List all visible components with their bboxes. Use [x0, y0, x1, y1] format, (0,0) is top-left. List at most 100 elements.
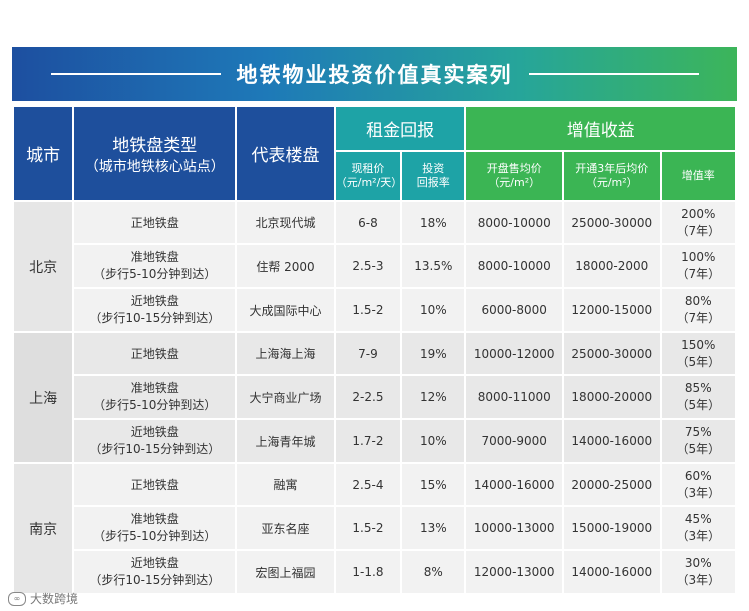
after-cell: 14000-16000 [564, 420, 660, 462]
title-banner: 地铁物业投资价值真实案列 [12, 47, 737, 101]
type-main: 近地铁盘 [130, 425, 179, 439]
rate-cell: 8% [402, 551, 465, 593]
appr-years: （5年） [676, 354, 721, 369]
project-cell: 大成国际中心 [237, 289, 334, 331]
type-cell: 近地铁盘 （步行10-15分钟到达） [74, 289, 236, 331]
rate-cell: 19% [402, 333, 465, 374]
after-cell: 18000-2000 [564, 245, 660, 287]
appr-cell: 45% （3年） [661, 507, 735, 549]
type-cell: 近地铁盘 （步行10-15分钟到达） [74, 551, 236, 593]
after-cell: 18000-20000 [564, 376, 660, 418]
open-cell: 10000-13000 [466, 507, 562, 549]
title-right-rule [528, 73, 699, 75]
project-cell: 大宁商业广场 [237, 376, 334, 418]
type-sub: （步行10-15分钟到达） [89, 311, 221, 325]
type-sub: （步行5-10分钟到达） [93, 529, 217, 543]
rate-cell: 18% [402, 202, 465, 243]
appr-cell: 60% （3年） [661, 464, 735, 505]
rent-cell: 1.5-2 [335, 507, 401, 549]
type-cell: 准地铁盘 （步行5-10分钟到达） [74, 376, 236, 418]
open-cell: 14000-16000 [466, 464, 562, 505]
header-project: 代表楼盘 [237, 107, 334, 200]
city-cell: 上海 [14, 333, 73, 462]
appr-years: （7年） [676, 267, 721, 281]
type-cell: 正地铁盘 [74, 464, 236, 505]
header-rent-rate-l1: 投资 [422, 162, 445, 175]
project-cell: 住帮 2000 [237, 245, 334, 287]
type-sub: （步行5-10分钟到达） [93, 267, 217, 281]
appr-years: （5年） [676, 398, 721, 412]
type-cell: 正地铁盘 [74, 202, 236, 243]
appr-cell: 100% （7年） [661, 245, 735, 287]
appr-value: 100% [681, 250, 716, 264]
type-sub: （步行10-15分钟到达） [89, 573, 221, 587]
after-cell: 25000-30000 [564, 202, 660, 243]
type-main: 准地铁盘 [130, 250, 179, 264]
after-cell: 20000-25000 [564, 464, 660, 505]
city-cell: 北京 [14, 202, 73, 331]
appr-cell: 200% （7年） [661, 202, 735, 243]
after-cell: 15000-19000 [564, 507, 660, 549]
header-rent-price-l1: 现租价 [351, 162, 385, 175]
appr-value: 150% [681, 337, 716, 352]
rent-cell: 7-9 [335, 333, 401, 374]
appr-value: 80% [684, 294, 712, 308]
project-cell: 融寓 [237, 464, 334, 505]
rent-cell: 2.5-4 [335, 464, 401, 505]
header-open-price-l2: （元/m²） [488, 176, 541, 189]
rent-cell: 2-2.5 [335, 376, 401, 418]
appr-years: （3年） [676, 529, 721, 543]
title-left-rule [50, 73, 221, 75]
city-cell: 南京 [14, 464, 73, 593]
project-cell: 宏图上福园 [237, 551, 334, 593]
rate-cell: 10% [402, 420, 465, 462]
after-cell: 14000-16000 [564, 551, 660, 593]
watermark: ∞ 大数跨境 [8, 590, 78, 607]
rent-cell: 6-8 [335, 202, 401, 243]
type-main: 准地铁盘 [130, 381, 179, 395]
rent-cell: 1.7-2 [335, 420, 401, 462]
project-cell: 北京现代城 [237, 202, 334, 243]
type-cell: 准地铁盘 （步行5-10分钟到达） [74, 245, 236, 287]
type-cell: 近地铁盘 （步行10-15分钟到达） [74, 420, 236, 462]
appr-cell: 80% （7年） [661, 289, 735, 331]
appr-years: （7年） [676, 311, 721, 325]
header-appr-rate: 增值率 [661, 152, 735, 200]
rent-cell: 2.5-3 [335, 245, 401, 287]
appr-years: （3年） [676, 573, 721, 587]
project-cell: 亚东名座 [237, 507, 334, 549]
appr-value: 75% [684, 425, 712, 439]
rent-cell: 1.5-2 [335, 289, 401, 331]
header-type-sub: （城市地铁核心站点） [84, 159, 225, 175]
open-cell: 6000-8000 [466, 289, 562, 331]
appr-cell: 85% （5年） [661, 376, 735, 418]
rate-cell: 13.5% [402, 245, 465, 287]
appr-value: 45% [684, 512, 712, 526]
investment-table: 城市 地铁盘类型 （城市地铁核心站点） 代表楼盘 租金回报 增值收益 现租价 （… [12, 105, 737, 595]
open-cell: 8000-11000 [466, 376, 562, 418]
appr-cell: 150% （5年） [661, 333, 735, 374]
type-cell: 正地铁盘 [74, 333, 236, 374]
header-rent-price: 现租价 （元/m²/天） [335, 152, 402, 200]
type-main: 近地铁盘 [130, 294, 179, 308]
appr-value: 200% [681, 206, 716, 221]
header-after3-l2: （元/m²） [585, 176, 638, 189]
appr-cell: 30% （3年） [661, 551, 735, 593]
header-type: 地铁盘类型 （城市地铁核心站点） [74, 107, 236, 200]
after-cell: 12000-15000 [564, 289, 660, 331]
header-after3-l1: 开通3年后均价 [575, 162, 649, 175]
header-rent-rate: 投资 回报率 [402, 152, 465, 200]
appr-years: （7年） [676, 223, 721, 238]
header-open-price: 开盘售均价 （元/m²） [466, 152, 562, 200]
project-cell: 上海青年城 [237, 420, 334, 462]
after-cell: 25000-30000 [564, 333, 660, 374]
header-type-main: 地铁盘类型 [112, 136, 198, 156]
project-cell: 上海海上海 [237, 333, 334, 374]
header-after3-price: 开通3年后均价 （元/m²） [564, 152, 660, 200]
rate-cell: 10% [402, 289, 465, 331]
appr-years: （5年） [676, 442, 721, 456]
appr-value: 60% [684, 468, 712, 483]
page-title: 地铁物业投资价值真实案列 [236, 63, 513, 87]
type-sub: （步行5-10分钟到达） [93, 398, 217, 412]
watermark-logo-icon: ∞ [8, 591, 26, 606]
